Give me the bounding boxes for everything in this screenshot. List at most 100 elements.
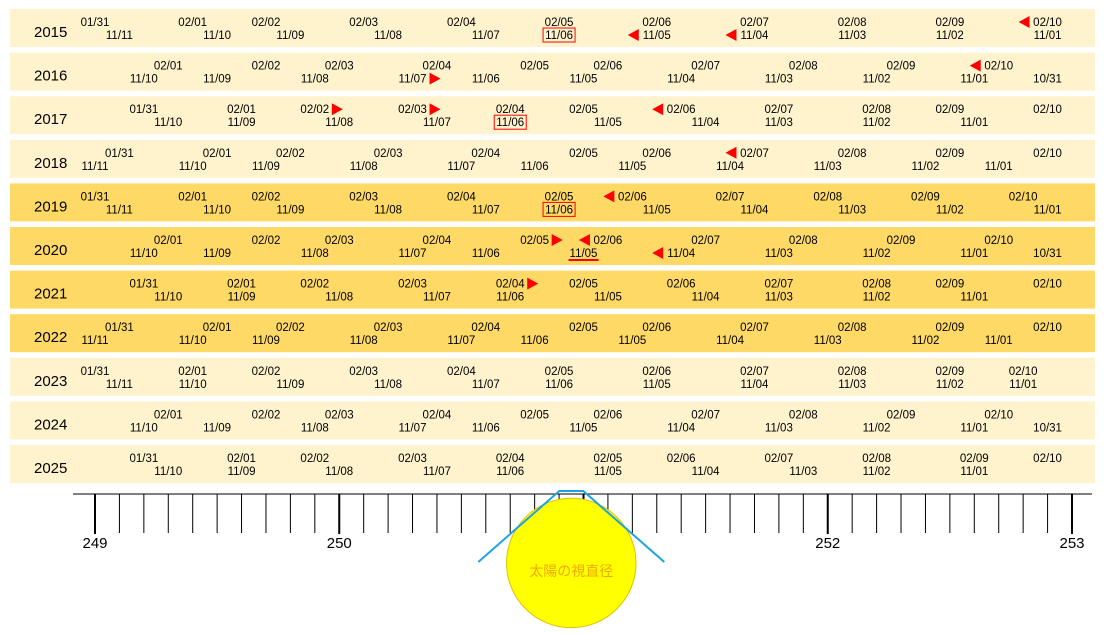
bottom-date-label: 11/10 bbox=[179, 335, 207, 347]
bottom-date-label: 11/09 bbox=[276, 379, 304, 391]
row-band bbox=[10, 139, 1095, 178]
top-date-label: 02/02 bbox=[252, 17, 281, 29]
bottom-date-label: 11/07 bbox=[472, 30, 500, 42]
bottom-date-label: 11/09 bbox=[203, 74, 231, 86]
top-date-label: 02/02 bbox=[276, 322, 305, 334]
bottom-date-label: 11/07 bbox=[423, 117, 451, 129]
bottom-date-label: 11/10 bbox=[130, 248, 158, 260]
marker-left-triangle bbox=[725, 146, 737, 159]
top-date-label: 02/01 bbox=[154, 409, 183, 421]
top-date-label: 02/08 bbox=[838, 148, 867, 160]
bottom-date-label: 11/02 bbox=[936, 30, 964, 42]
top-date-label: 02/02 bbox=[252, 235, 281, 247]
year-label: 2024 bbox=[34, 416, 67, 433]
bottom-date-label: 11/03 bbox=[789, 466, 817, 478]
bottom-date-label: 11/10 bbox=[154, 292, 182, 304]
bottom-date-label: 11/06 bbox=[545, 30, 573, 42]
row-band bbox=[10, 357, 1095, 396]
top-date-label: 02/02 bbox=[300, 104, 329, 116]
top-date-label: 02/07 bbox=[740, 366, 769, 378]
top-date-label: 01/31 bbox=[105, 148, 134, 160]
bottom-date-label: 11/03 bbox=[838, 379, 866, 391]
top-date-label: 02/06 bbox=[642, 17, 671, 29]
bottom-date-label: 11/07 bbox=[423, 466, 451, 478]
bottom-date-label: 11/01 bbox=[960, 422, 988, 434]
marker-left-triangle bbox=[578, 234, 590, 246]
bottom-date-label: 11/05 bbox=[643, 30, 671, 42]
top-date-label: 02/05 bbox=[594, 453, 623, 465]
top-date-label: 02/02 bbox=[252, 409, 281, 421]
top-date-label: 02/01 bbox=[154, 61, 183, 73]
year-row: 2019 01/31 02/01 02/02 02/03 02/04 02/05 02/06 0… bbox=[10, 183, 1095, 222]
bottom-date-label: 11/01 bbox=[960, 117, 988, 129]
bottom-date-label: 11/03 bbox=[814, 161, 842, 173]
top-date-label: 02/03 bbox=[349, 191, 378, 203]
bottom-date-label: 11/02 bbox=[911, 335, 939, 347]
bottom-date-label: 11/05 bbox=[618, 161, 646, 173]
year-label: 2022 bbox=[34, 329, 67, 346]
bottom-date-label: 11/05 bbox=[570, 422, 598, 434]
top-date-label: 02/08 bbox=[789, 409, 818, 421]
year-row: 2015 01/31 02/01 02/02 02/03 02/04 02/05 02/06 0… bbox=[10, 9, 1095, 47]
bottom-date-label: 11/03 bbox=[814, 335, 842, 347]
top-date-label: 02/08 bbox=[862, 104, 891, 116]
top-date-label: 02/07 bbox=[691, 235, 720, 247]
bottom-date-label: 11/05 bbox=[594, 292, 622, 304]
top-date-label: 02/06 bbox=[642, 322, 671, 334]
bottom-date-label: 11/09 bbox=[228, 466, 256, 478]
bottom-date-label: 11/04 bbox=[716, 161, 745, 173]
bottom-date-label: 11/07 bbox=[399, 74, 427, 86]
marker-right-triangle bbox=[551, 234, 563, 246]
bottom-date-label: 11/01 bbox=[960, 292, 988, 304]
bottom-date-label: 11/05 bbox=[570, 74, 598, 86]
bottom-date-label: 11/06 bbox=[545, 379, 573, 391]
bottom-date-label: 11/10 bbox=[203, 30, 231, 42]
bottom-date-label: 11/03 bbox=[765, 117, 793, 129]
top-date-label: 02/05 bbox=[569, 322, 598, 334]
top-date-label: 02/04 bbox=[423, 235, 452, 247]
bottom-date-label: 11/10 bbox=[130, 74, 158, 86]
top-date-label: 02/07 bbox=[740, 148, 769, 160]
bottom-date-label: 11/06 bbox=[472, 74, 500, 86]
top-date-label: 02/10 bbox=[1033, 322, 1062, 334]
sun-disc bbox=[506, 497, 637, 629]
top-date-label: 02/09 bbox=[911, 191, 940, 203]
top-date-label: 02/05 bbox=[520, 409, 549, 421]
top-date-label: 02/10 bbox=[1033, 17, 1062, 29]
top-date-label: 02/10 bbox=[984, 61, 1013, 73]
top-date-label: 02/03 bbox=[349, 366, 378, 378]
top-date-label: 02/09 bbox=[935, 279, 964, 291]
bottom-date-label: 11/05 bbox=[643, 204, 671, 216]
bottom-date-label: 11/08 bbox=[374, 379, 402, 391]
top-date-label: 02/07 bbox=[765, 104, 794, 116]
top-date-label: 02/01 bbox=[178, 191, 207, 203]
top-date-label: 02/06 bbox=[594, 235, 623, 247]
tick-label: 252 bbox=[815, 535, 840, 552]
year-row: 2020 02/01 02/02 02/03 02/04 02/05 02/06 02/07 0… bbox=[10, 227, 1095, 265]
tick-label: 249 bbox=[82, 535, 107, 552]
bottom-date-label: 11/08 bbox=[325, 117, 353, 129]
top-date-label: 02/01 bbox=[154, 235, 183, 247]
marker-right-triangle bbox=[527, 277, 539, 290]
top-date-label: 02/04 bbox=[496, 453, 525, 465]
top-date-label: 02/03 bbox=[398, 279, 427, 291]
top-date-label: 02/04 bbox=[496, 104, 525, 116]
bottom-date-label: 11/10 bbox=[179, 161, 207, 173]
top-date-label: 02/01 bbox=[203, 148, 232, 160]
bottom-date-label: 11/02 bbox=[911, 161, 939, 173]
marker-left-triangle bbox=[725, 29, 737, 41]
top-date-label: 02/05 bbox=[520, 235, 549, 247]
top-date-label: 02/05 bbox=[545, 191, 574, 203]
top-date-label: 02/09 bbox=[935, 148, 964, 160]
sun-label: 太陽の視直径 bbox=[529, 563, 613, 580]
bottom-date-label: 11/08 bbox=[374, 204, 402, 216]
top-date-label: 02/02 bbox=[300, 453, 329, 465]
bottom-date-label: 11/09 bbox=[252, 161, 280, 173]
top-date-label: 02/03 bbox=[325, 61, 354, 73]
year-label: 2017 bbox=[34, 111, 67, 128]
top-date-label: 02/10 bbox=[1009, 191, 1038, 203]
bottom-date-label: 11/01 bbox=[1034, 30, 1062, 42]
bottom-date-label: 11/07 bbox=[399, 422, 427, 434]
bottom-date-label: 11/08 bbox=[350, 335, 378, 347]
